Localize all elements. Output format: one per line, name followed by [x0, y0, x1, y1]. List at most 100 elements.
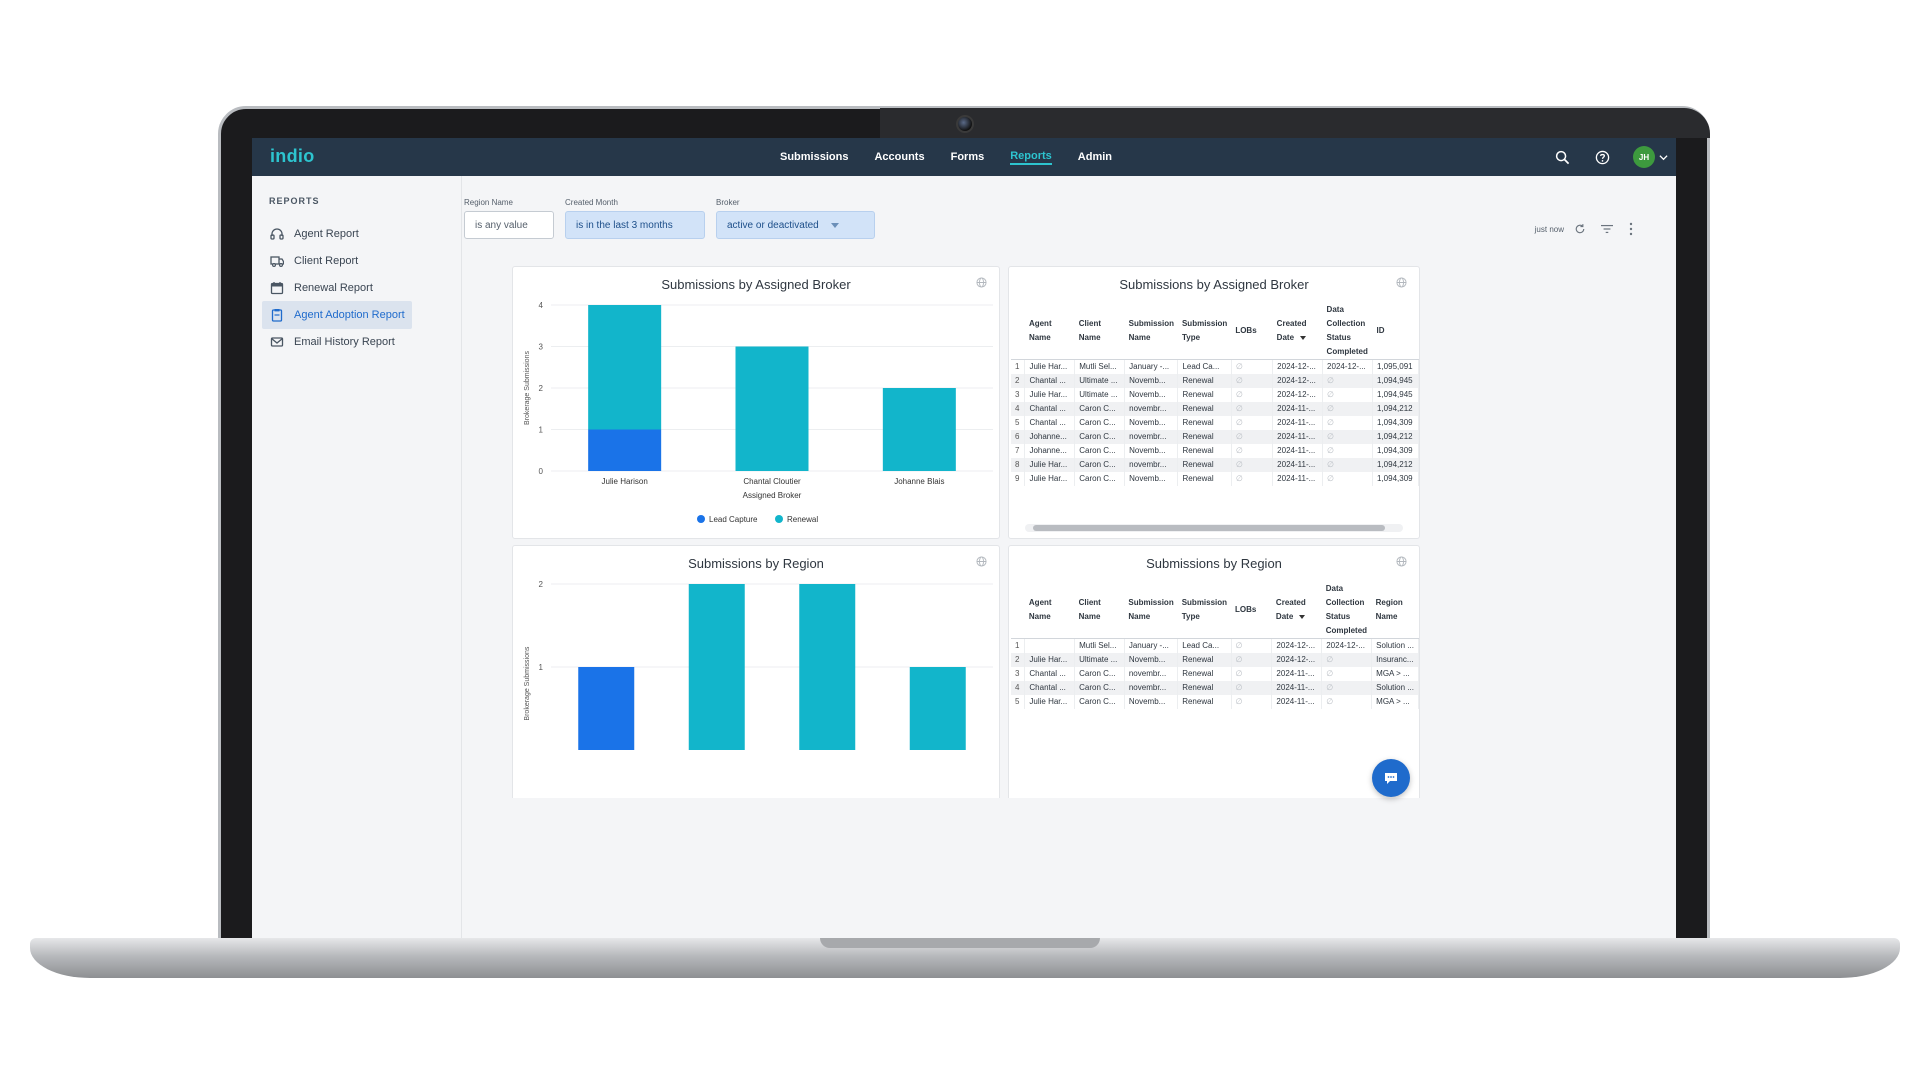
user-menu[interactable]: JH [1633, 146, 1668, 168]
row-index: 1 [1011, 638, 1026, 653]
month-filter[interactable]: is in the last 3 months [565, 211, 705, 239]
legend-swatch [775, 515, 783, 523]
bar[interactable] [578, 667, 635, 750]
globe-icon[interactable] [976, 277, 987, 288]
column-header[interactable]: Created Date [1271, 582, 1322, 639]
globe-icon[interactable] [976, 556, 987, 567]
table-row[interactable]: 3 Chantal ... Caron C... novembr... Renewal ∅… [1011, 666, 1419, 681]
table-cell: Solution ... [1371, 680, 1419, 695]
y-tick-label: 4 [539, 301, 544, 310]
bar-renewal[interactable] [882, 388, 956, 471]
laptop-base-notch [820, 938, 1100, 948]
more-vertical-icon[interactable] [1628, 222, 1634, 236]
bar-renewal[interactable] [735, 346, 809, 472]
region-bar-chart: 1 2 Brokerage Submissions [524, 580, 993, 750]
filter-icon[interactable] [1600, 223, 1614, 235]
table-row[interactable]: 9 Julie Har... Caron C... Novemb... Renewal ∅… [1011, 471, 1419, 486]
column-header-label: Created Date [1275, 598, 1306, 621]
bar[interactable] [799, 584, 856, 750]
table-row[interactable]: 5 Chantal ... Caron C... Novemb... Renewal ∅ 2… [1011, 415, 1419, 430]
table-row[interactable]: 6 Johanne... Caron C... novembr... Renewal ∅ 2… [1011, 429, 1419, 444]
broker-submissions-table: Agent Name Client Name Submission Name Subm… [1011, 303, 1419, 486]
horizontal-scrollbar[interactable] [1025, 524, 1403, 532]
column-header[interactable]: Created Date [1272, 303, 1323, 360]
table-row[interactable]: 1 Mutli Sel... January -... Lead Ca... ∅ 2024… [1011, 638, 1419, 653]
globe-icon[interactable] [1396, 277, 1407, 288]
refresh-icon[interactable] [1574, 223, 1586, 235]
table-row[interactable]: 7 Johanne... Caron C... Novemb... Renewal ∅ 20… [1011, 443, 1419, 458]
table-cell: ∅ [1322, 471, 1373, 486]
filter-label-month: Created Month [565, 198, 618, 207]
sort-desc-icon[interactable] [1299, 614, 1306, 619]
table-cell: ∅ [1321, 652, 1373, 667]
search-icon[interactable] [1553, 148, 1571, 166]
x-axis-label: Assigned Broker [743, 491, 802, 500]
nav-link-reports[interactable]: Reports [1010, 150, 1052, 165]
column-header-label: Agent Name [1028, 598, 1052, 621]
sidebar-item-agent-report[interactable]: Agent Report [262, 220, 412, 248]
avatar[interactable]: JH [1633, 146, 1655, 168]
sidebar-item-client-report[interactable]: Client Report [262, 247, 412, 275]
region-filter[interactable]: is any value [464, 211, 554, 239]
column-header[interactable]: LOBs [1231, 303, 1273, 360]
row-index-header [1011, 582, 1025, 639]
globe-icon[interactable] [1396, 556, 1407, 567]
nav-link-forms[interactable]: Forms [950, 151, 985, 163]
mail-icon [270, 337, 284, 347]
nav-link-submissions[interactable]: Submissions [780, 151, 849, 163]
table-row[interactable]: 2 Julie Har... Ultimate ... Novemb... Renewa… [1011, 652, 1419, 667]
table-cell: Julie Har... [1024, 694, 1076, 709]
table-cell: Novemb... [1124, 652, 1179, 667]
table-row[interactable]: 5 Julie Har... Caron C... Novemb... Renewal ∅… [1011, 694, 1419, 709]
table-cell: Novemb... [1124, 694, 1179, 709]
bar[interactable] [909, 667, 966, 750]
column-header[interactable]: Data Collection Status Completed [1321, 582, 1372, 639]
table-cell: Renewal [1177, 457, 1232, 472]
column-header[interactable]: Submission Type [1177, 303, 1232, 360]
nav-link-admin[interactable]: Admin [1077, 151, 1113, 163]
sidebar-item-agent-adoption-report[interactable]: Agent Adoption Report [262, 301, 412, 329]
column-header[interactable]: Submission Name [1124, 582, 1178, 639]
table-cell: ∅ [1322, 443, 1373, 458]
column-header-label: Data Collection Status Completed [1326, 305, 1368, 356]
nav-link-accounts[interactable]: Accounts [874, 151, 925, 163]
column-header[interactable]: Submission Type [1177, 582, 1232, 639]
bar[interactable] [688, 584, 745, 750]
table-row[interactable]: 1 Julie Har... Mutli Sel... January -... Lea… [1011, 359, 1419, 374]
table-cell: ∅ [1231, 694, 1273, 709]
bar-lead-capture[interactable] [588, 429, 662, 472]
column-header-label: Submission Name [1128, 598, 1174, 621]
table-cell: 2024-11-... [1272, 443, 1324, 458]
table-cell: Caron C... [1074, 457, 1126, 472]
table-cell: Renewal [1177, 471, 1232, 486]
table-row[interactable]: 3 Julie Har... Ultimate ... Novemb... Renewa… [1011, 387, 1419, 402]
sort-desc-icon[interactable] [1300, 335, 1307, 340]
table-row[interactable]: 4 Chantal ... Caron C... novembr... Renewal ∅… [1011, 401, 1419, 416]
column-header[interactable]: Data Collection Status Completed [1322, 303, 1373, 360]
table-row[interactable]: 8 Julie Har... Caron C... novembr... Renewal… [1011, 457, 1419, 472]
table-card-region: Submissions by Region Agent Name Client N… [1008, 545, 1420, 845]
nav-actions: JH [1553, 138, 1668, 176]
sidebar-item-renewal-report[interactable]: Renewal Report [262, 274, 412, 302]
column-header[interactable]: Client Name [1074, 303, 1125, 360]
column-header[interactable]: Agent Name [1024, 303, 1075, 360]
table-cell: Novemb... [1124, 443, 1179, 458]
column-header[interactable]: Agent Name [1024, 582, 1075, 639]
table-row[interactable]: 2 Chantal ... Ultimate ... Novemb... Renewal… [1011, 373, 1419, 388]
column-header[interactable]: LOBs [1231, 582, 1272, 639]
bar-renewal[interactable] [588, 305, 662, 430]
column-header[interactable]: Region Name [1371, 582, 1419, 639]
column-header[interactable]: Submission Name [1124, 303, 1178, 360]
column-header[interactable]: Client Name [1074, 582, 1125, 639]
help-icon[interactable] [1593, 148, 1611, 166]
table-cell: Renewal [1177, 443, 1232, 458]
table-row[interactable]: 4 Chantal ... Caron C... novembr... Renewal ∅… [1011, 680, 1419, 695]
table-cell: MGA > ... [1371, 694, 1419, 709]
broker-filter[interactable]: active or deactivated [716, 211, 875, 239]
row-index: 2 [1011, 652, 1026, 667]
chat-button[interactable] [1372, 759, 1410, 797]
sidebar-item-email-history-report[interactable]: Email History Report [262, 328, 412, 356]
scrollbar-thumb[interactable] [1033, 525, 1385, 531]
app-logo[interactable]: indio [270, 146, 315, 166]
column-header[interactable]: ID [1372, 303, 1419, 360]
